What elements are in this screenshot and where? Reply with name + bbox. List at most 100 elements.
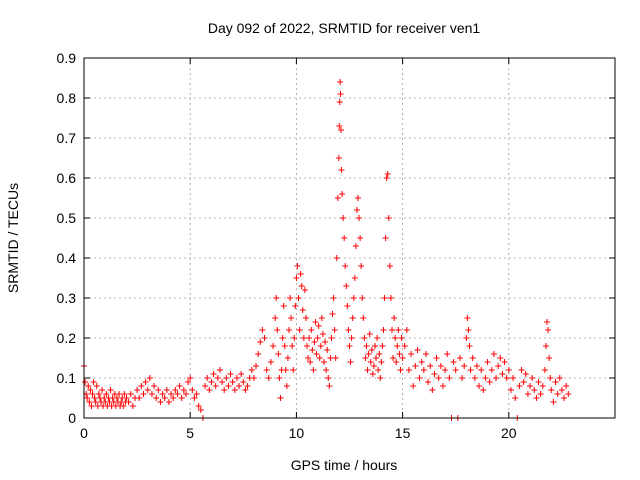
data-point xyxy=(338,167,345,173)
data-point xyxy=(433,355,440,361)
data-point xyxy=(405,367,412,373)
data-point xyxy=(416,375,423,381)
data-point xyxy=(545,327,552,333)
data-point xyxy=(306,335,313,341)
data-point xyxy=(398,335,405,341)
data-point xyxy=(323,367,330,373)
data-point xyxy=(283,383,290,389)
data-point xyxy=(231,387,238,393)
data-point xyxy=(276,375,283,381)
data-point xyxy=(272,315,279,321)
data-point xyxy=(425,379,432,385)
data-point xyxy=(257,339,264,345)
data-point xyxy=(280,303,287,309)
data-point xyxy=(99,387,106,393)
data-point xyxy=(87,387,94,393)
data-point xyxy=(399,355,406,361)
data-point xyxy=(287,295,294,301)
data-point xyxy=(327,355,334,361)
y-tick-label: 0.9 xyxy=(57,50,77,66)
data-point xyxy=(350,295,357,301)
data-point xyxy=(337,79,344,85)
x-tick-label: 5 xyxy=(186,425,194,441)
data-point xyxy=(493,375,500,381)
x-axis-label: GPS time / hours xyxy=(291,457,398,473)
data-point xyxy=(204,375,211,381)
data-point xyxy=(379,343,386,349)
data-point xyxy=(401,343,408,349)
data-point xyxy=(299,307,306,313)
data-point xyxy=(93,383,100,389)
data-point xyxy=(345,327,352,333)
data-point xyxy=(296,327,303,333)
data-point xyxy=(547,375,554,381)
data-point xyxy=(563,383,570,389)
data-point xyxy=(446,375,453,381)
data-point xyxy=(120,403,127,409)
grid-lines xyxy=(84,58,615,418)
data-point xyxy=(284,355,291,361)
data-point xyxy=(418,359,425,365)
data-point xyxy=(381,295,388,301)
data-point xyxy=(336,123,343,129)
data-point xyxy=(294,263,301,269)
data-point xyxy=(437,363,444,369)
data-point xyxy=(185,379,192,385)
data-point xyxy=(265,375,272,381)
data-point xyxy=(370,363,377,369)
data-point xyxy=(134,387,141,393)
data-point xyxy=(463,335,470,341)
data-point xyxy=(387,295,394,301)
data-point xyxy=(291,335,298,341)
data-point xyxy=(307,359,314,365)
data-point xyxy=(384,171,391,177)
data-point xyxy=(227,371,234,377)
data-point xyxy=(300,335,307,341)
data-point xyxy=(347,359,354,365)
data-point xyxy=(476,383,483,389)
data-point xyxy=(290,367,297,373)
data-point xyxy=(172,387,179,393)
data-point xyxy=(236,383,243,389)
data-point xyxy=(456,355,463,361)
data-point xyxy=(541,367,548,373)
data-point xyxy=(527,383,534,389)
data-point xyxy=(473,363,480,369)
data-point xyxy=(138,383,145,389)
data-point xyxy=(279,335,286,341)
axis-ticks: 0 0.1 0.2 0.3 0.4 0.5 0.6 0.7 0.8 0.9 0 5 10 15 20 xyxy=(57,50,615,441)
data-point xyxy=(331,327,338,333)
data-point xyxy=(363,343,370,349)
data-point xyxy=(311,339,318,345)
data-point xyxy=(314,335,321,341)
data-point xyxy=(390,355,397,361)
data-point xyxy=(533,395,540,401)
data-point xyxy=(318,315,325,321)
data-point xyxy=(373,355,380,361)
data-point xyxy=(544,319,551,325)
data-point xyxy=(466,343,473,349)
data-point xyxy=(329,311,336,317)
data-point xyxy=(82,379,89,385)
data-point xyxy=(529,375,536,381)
data-point xyxy=(305,355,312,361)
data-point xyxy=(439,383,446,389)
data-point xyxy=(261,335,268,341)
data-point xyxy=(340,215,347,221)
y-tick-label: 0.4 xyxy=(57,250,77,266)
data-point xyxy=(210,371,217,377)
data-point xyxy=(90,379,97,385)
data-point xyxy=(159,391,166,397)
data-point xyxy=(219,379,226,385)
data-point xyxy=(332,355,339,361)
data-point xyxy=(180,387,187,393)
data-point xyxy=(191,395,198,401)
data-point xyxy=(388,327,395,333)
data-point xyxy=(85,383,92,389)
data-point xyxy=(301,287,308,293)
data-point xyxy=(285,327,292,333)
data-point xyxy=(308,327,315,333)
x-tick-label: 20 xyxy=(501,425,517,441)
data-point xyxy=(267,359,274,365)
data-point xyxy=(349,315,356,321)
